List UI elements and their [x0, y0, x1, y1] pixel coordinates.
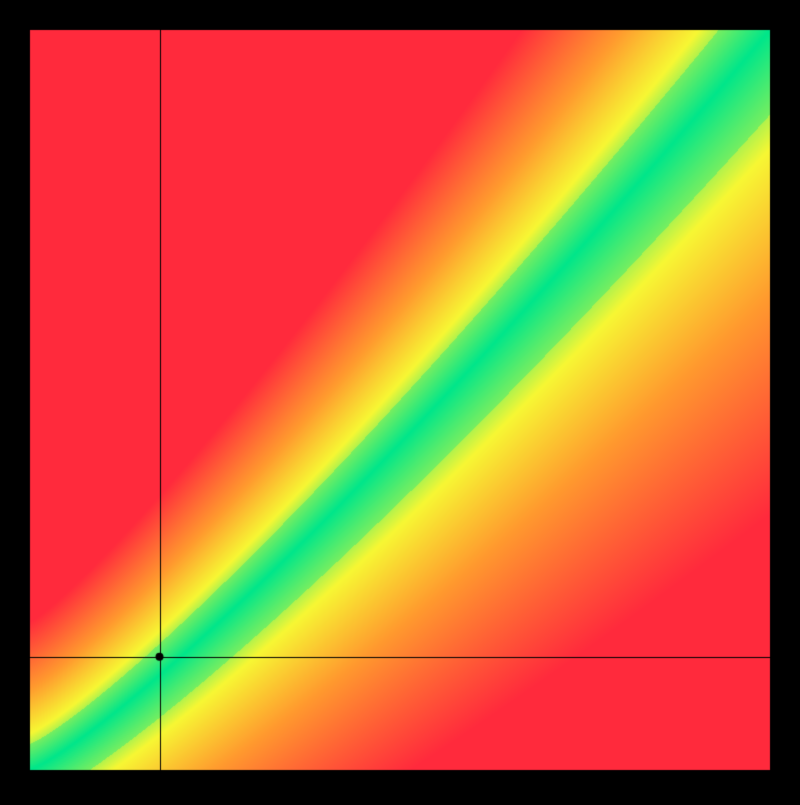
- heatmap-container: [0, 0, 800, 805]
- bottleneck-heatmap: [0, 0, 800, 800]
